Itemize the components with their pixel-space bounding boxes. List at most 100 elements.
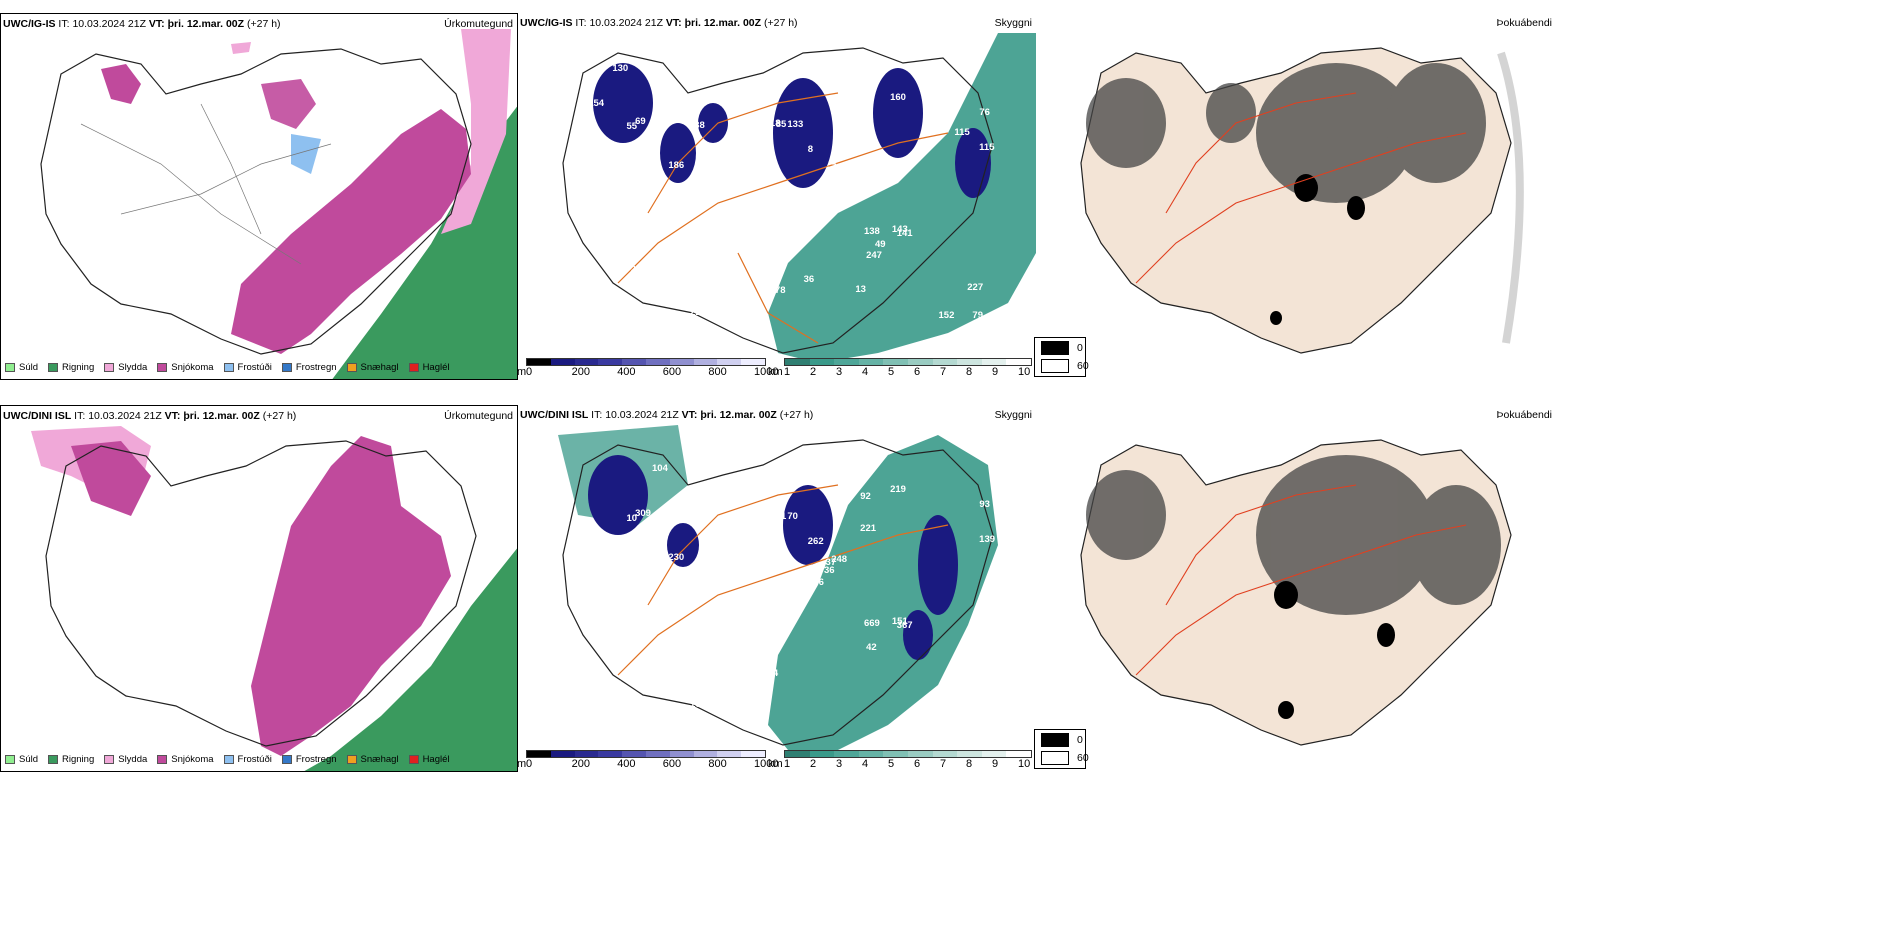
ceiling-value-label: 69 [635, 116, 646, 128]
scale-tick: 1 [784, 758, 791, 770]
ceiling-panel-top: UWC/IG-IS IT: 10.03.2024 21Z VT: þri. 12… [518, 13, 1036, 380]
legend-item-rigning: Rigning [48, 362, 94, 373]
ceiling-value-label: 669 [863, 618, 880, 630]
ceiling-value-label: 367 [896, 619, 913, 631]
scale-tick: 600 [662, 366, 682, 378]
fog-key-bottom: 0 60 [1034, 729, 1089, 769]
scale-tick: 1 [784, 366, 791, 378]
ceiling-value-label: 88 [762, 275, 773, 287]
ceiling-value-label: 244 [648, 67, 665, 79]
scale-tick: 9 [992, 366, 999, 378]
ceiling-value-label: 219 [890, 484, 906, 496]
legend-item-frostudi: Frostúði [223, 754, 272, 765]
ceiling-value-label: 216 [642, 650, 659, 662]
ceiling-value-label: 78 [628, 565, 640, 577]
ceiling-unit-top: m [517, 366, 527, 378]
ceiling-value-label: 152 [938, 309, 955, 321]
ceiling-value-label: 55 [626, 121, 638, 133]
ceiling-value-label: 85 [775, 119, 787, 131]
scale-tick: 400 [617, 758, 636, 770]
ceiling-value-label: 264 [598, 557, 614, 569]
scale-tick: 200 [571, 366, 590, 378]
ceiling-value-label: 186 [668, 160, 685, 172]
ceiling-value-label: 329 [967, 673, 984, 685]
ceiling-value-label: 104 [652, 463, 668, 475]
ceiling-value-label: 120 [725, 149, 742, 160]
ceiling-value-label: 115 [954, 126, 970, 138]
legend-item-snjokoma: Snjókoma [157, 362, 214, 373]
ceiling-value-label: 162 [767, 564, 784, 576]
scale-tick: 1000 [754, 758, 779, 770]
ceiling-value-label: 118 [765, 118, 781, 130]
ceiling-value-label: 188 [688, 119, 705, 131]
scale-tick: 200 [571, 758, 590, 770]
scale-tick: 800 [708, 758, 727, 770]
ceiling-value-label: 247 [866, 249, 882, 261]
ceiling-value-label: 83 [642, 258, 654, 270]
ceiling-value-label: 364 [611, 690, 628, 702]
legend-item-snjokoma: Snjókoma [157, 754, 214, 765]
legend-item-slydda: Slydda [104, 362, 147, 373]
scale-tick: 0 [526, 758, 533, 770]
ceiling-value-label: 221 [860, 523, 877, 534]
ceiling-value-label: 108 [765, 510, 782, 522]
ceiling-value-label: 187 [691, 257, 708, 269]
legend-item-frostudi: Frostúði [223, 362, 272, 373]
ceiling-value-label: 95 [688, 511, 700, 523]
scale-tick: 5 [888, 758, 895, 770]
scale-tick: 400 [617, 366, 636, 378]
ceiling-value-label: 227 [967, 281, 984, 293]
ceiling-value-label: 36 [824, 564, 835, 576]
ceiling-value-label: 56 [628, 173, 640, 185]
ceiling-value-label: 141 [896, 227, 913, 239]
legend-item-frostregn: Frostregn [281, 362, 337, 373]
scale-tick: 800 [708, 366, 727, 378]
ceiling-value-label: 37 [825, 556, 837, 568]
legend-item-haglel: Haglél [408, 362, 450, 373]
panel-title-ceiling-top: Skyggni [994, 17, 1032, 29]
ceiling-value-label: 70 [787, 511, 798, 523]
ceiling-value-label: 49 [874, 239, 886, 251]
ceiling-value-label: 65 [825, 164, 837, 176]
scale-tick: 10 [1018, 366, 1031, 378]
legend-item-snaehagl: Snæhagl [346, 754, 399, 765]
header-top-ceiling: UWC/IG-IS IT: 10.03.2024 21Z VT: þri. 12… [520, 17, 798, 29]
visibility-colorbar-top [784, 358, 1032, 366]
header-bottom-precip: UWC/DINI ISL IT: 10.03.2024 21Z VT: þri.… [3, 410, 297, 422]
legend-item-sudl: Súld [5, 754, 38, 765]
fog-map-top [1080, 47, 1524, 354]
ceiling-value-label: 98 [652, 71, 663, 83]
scale-tick: 7 [940, 366, 947, 378]
ceiling-value-label: 53 [860, 131, 871, 142]
scale-tick: 6 [914, 366, 921, 378]
ceiling-value-label: 361 [713, 150, 730, 162]
ceiling-value-label: 139 [979, 534, 996, 546]
ceiling-value-label: 115 [979, 142, 995, 154]
scale-tick: 3 [836, 758, 843, 770]
scale-tick: 8 [966, 758, 973, 770]
ceiling-value-label: 105 [783, 595, 800, 607]
ceiling-value-label: 83 [598, 165, 609, 177]
ceiling-map-bottom [558, 425, 998, 750]
ceiling-value-label: 13 [697, 261, 709, 273]
ceiling-value-label: 160 [890, 92, 906, 104]
legend-item-slydda: Slydda [104, 754, 147, 765]
ceiling-value-label: 80 [972, 702, 983, 714]
ceiling-value-label: 219 [690, 306, 706, 318]
ceiling-colorbar-top [526, 358, 766, 366]
ceiling-value-label: 57 [810, 456, 822, 468]
visibility-colorbar-bottom [784, 750, 1032, 758]
ceiling-value-label: 8 [807, 143, 814, 155]
ceiling-value-label: 238 [630, 264, 647, 276]
scale-tick: 5 [888, 366, 895, 378]
ceiling-value-label: 722 [938, 701, 955, 713]
scale-tick: 8 [966, 366, 973, 378]
ceiling-value-label: 174 [762, 578, 778, 590]
scale-tick: 3 [836, 366, 843, 378]
precip-legend-top: Súld Rigning Slydda Snjókoma Frostúði Fr… [5, 362, 450, 373]
scale-tick: 10 [1018, 758, 1031, 770]
ceiling-value-label: 110 [767, 172, 783, 184]
ceiling-value-label: 10 [754, 201, 765, 213]
ceiling-value-label: 248 [831, 554, 848, 566]
ceiling-colorbar-bottom [526, 750, 766, 758]
